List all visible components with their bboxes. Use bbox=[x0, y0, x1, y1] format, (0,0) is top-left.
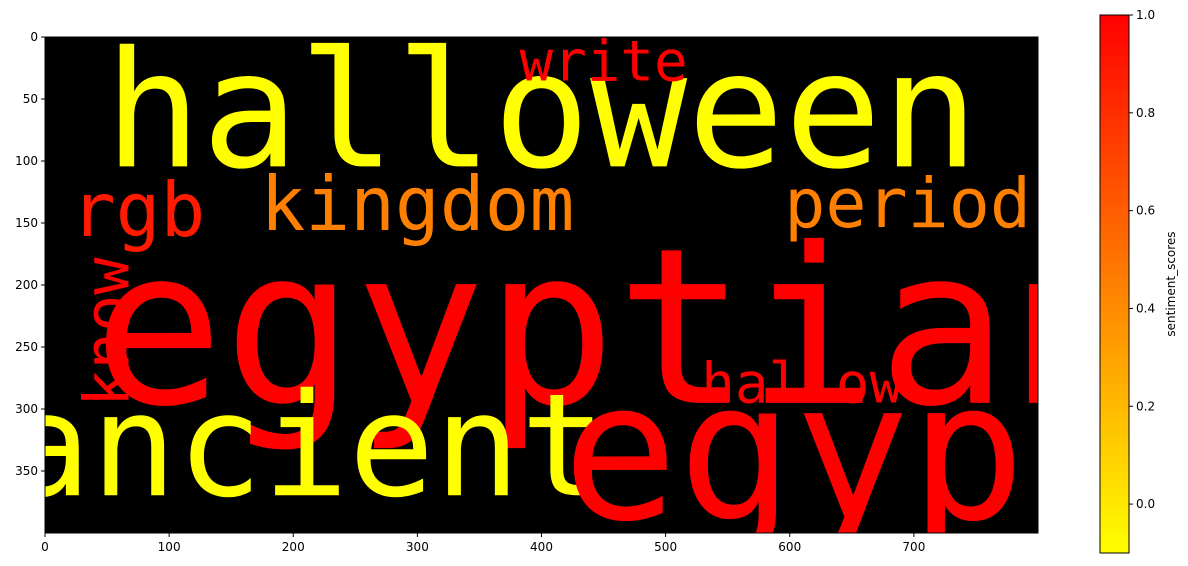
x-tick-label: 600 bbox=[778, 540, 801, 554]
word-period: period bbox=[784, 165, 1031, 244]
x-tick-label: 400 bbox=[530, 540, 553, 554]
wordcloud-background bbox=[45, 37, 1038, 533]
word-kingdom: kingdom bbox=[260, 161, 574, 248]
x-axis: 0 100 200 300 400 500 600 700 bbox=[41, 533, 925, 554]
y-tick-label: 350 bbox=[15, 464, 38, 478]
word-egyptian: egyptian bbox=[93, 202, 1139, 455]
x-tick-label: 0 bbox=[41, 540, 49, 554]
y-tick-label: 300 bbox=[15, 402, 38, 416]
colorbar-tick-label: 0.0 bbox=[1136, 497, 1155, 511]
word-ancient: ancient bbox=[5, 363, 606, 529]
word-egypt: egypt bbox=[562, 340, 1141, 564]
word-halloween: halloween bbox=[104, 17, 978, 205]
colorbar-tick-label: 0.8 bbox=[1136, 106, 1155, 120]
word-know: know bbox=[71, 257, 144, 407]
word-rgb: rgb bbox=[71, 167, 206, 254]
colorbar-tick-label: 0.2 bbox=[1136, 399, 1155, 413]
colorbar-axis: 0.0 0.2 0.4 0.6 0.8 1.0 bbox=[1129, 8, 1155, 511]
colorbar-tick-label: 1.0 bbox=[1136, 8, 1155, 22]
colorbar-tick-label: 0.4 bbox=[1136, 301, 1155, 315]
y-tick-label: 250 bbox=[15, 340, 38, 354]
colorbar-label: sentiment_scores bbox=[1164, 231, 1178, 336]
y-tick-label: 0 bbox=[30, 30, 38, 44]
colorbar bbox=[1099, 14, 1130, 554]
y-tick-label: 150 bbox=[15, 216, 38, 230]
y-tick-label: 200 bbox=[15, 278, 38, 292]
x-tick-label: 200 bbox=[282, 540, 305, 554]
x-tick-label: 500 bbox=[654, 540, 677, 554]
y-axis: 0 50 100 150 200 250 300 350 bbox=[15, 30, 45, 478]
x-tick-label: 700 bbox=[902, 540, 925, 554]
y-tick-label: 50 bbox=[23, 92, 38, 106]
word-hallow: hallow bbox=[701, 352, 903, 417]
x-tick-label: 300 bbox=[406, 540, 429, 554]
y-tick-label: 100 bbox=[15, 154, 38, 168]
word-write: write bbox=[519, 29, 687, 94]
colorbar-tick-label: 0.6 bbox=[1136, 204, 1155, 218]
x-tick-label: 100 bbox=[158, 540, 181, 554]
